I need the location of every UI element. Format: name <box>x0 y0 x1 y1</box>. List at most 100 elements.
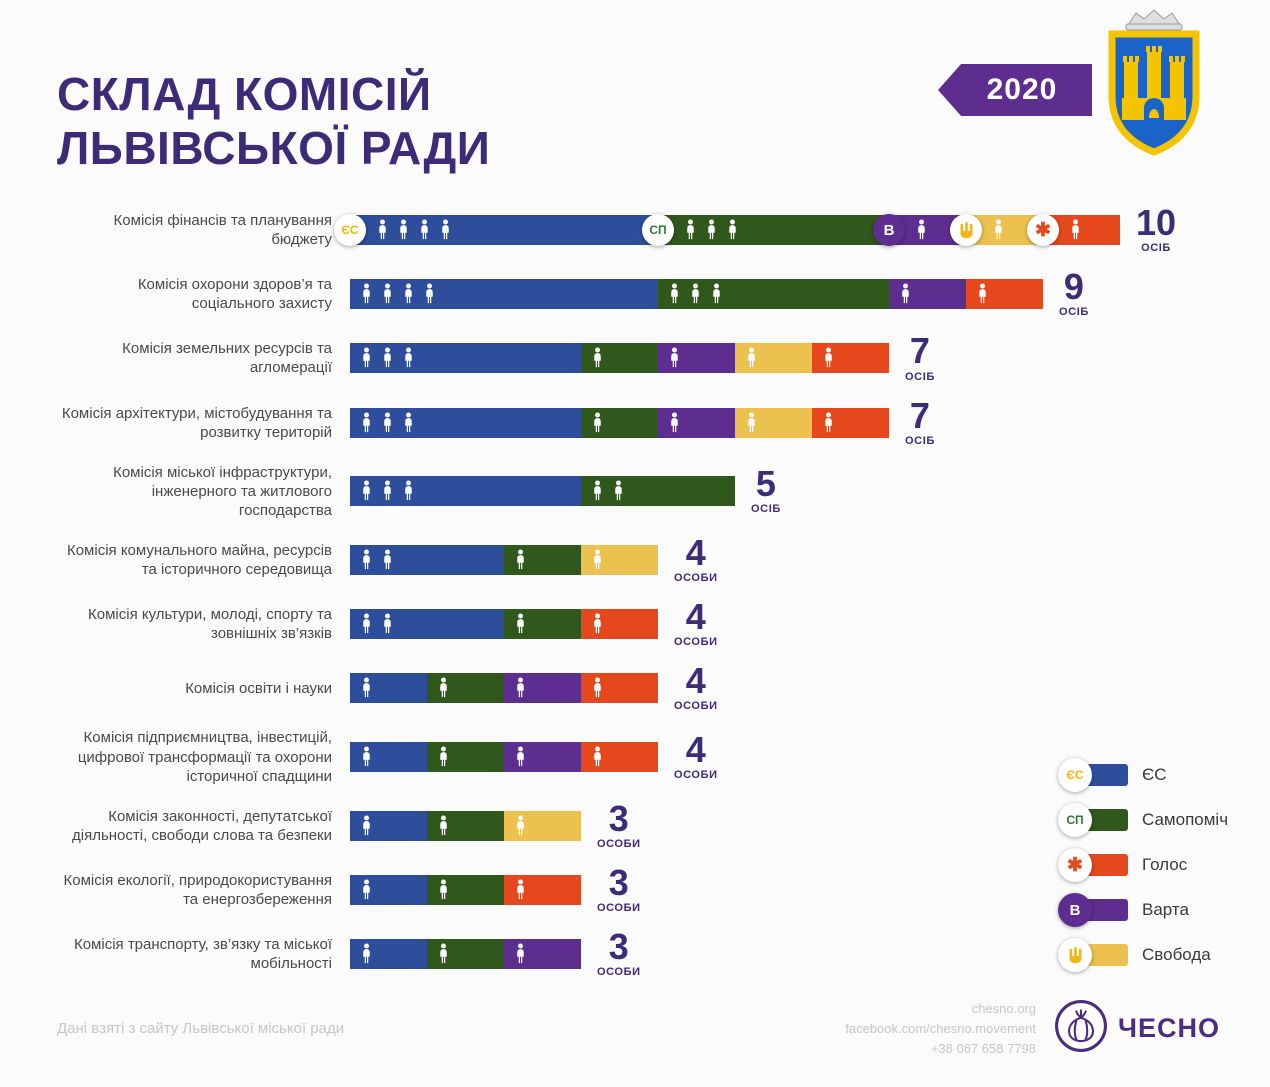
person-icon <box>517 746 524 767</box>
commission-label: Комісія екології, природокористування та… <box>63 871 332 908</box>
count-label: 9 ОСІБ <box>1059 266 1089 319</box>
samopomich-party-badge-icon: СП <box>1058 803 1092 837</box>
person-icon <box>384 347 391 368</box>
count-unit: ОСІБ <box>905 370 935 383</box>
count-number: 4 <box>685 660 706 702</box>
person-icon <box>363 412 370 432</box>
count-label: 3 ОСОБИ <box>597 861 641 914</box>
bar-segment-samopomich <box>581 476 735 507</box>
chart-row: Комісія комунального майна, ресурсів та … <box>57 534 1176 585</box>
person-icon <box>384 549 391 570</box>
person-icon <box>517 815 524 835</box>
bar-segment-samopomich <box>427 810 504 841</box>
count-unit: ОСОБИ <box>674 700 718 713</box>
count-number: 3 <box>608 925 629 967</box>
legend-party-name: Свобода <box>1142 945 1211 964</box>
commission-bar: ЄС СП В ✱ <box>334 214 1120 247</box>
commission-bar <box>350 810 581 841</box>
bar-segment-svoboda <box>735 407 812 438</box>
bar-segment-samopomich <box>504 544 581 575</box>
bar-segment-holos: ✱ <box>1027 214 1120 247</box>
legend-party-name: ЄС <box>1142 765 1167 784</box>
website-link: chesno.org <box>971 1000 1037 1016</box>
chesno-brand: ЧЕСНО <box>1054 999 1220 1058</box>
person-icon <box>363 613 370 634</box>
person-icon <box>1072 219 1079 240</box>
person-icon <box>517 549 524 570</box>
bar-segment-svoboda <box>581 544 658 575</box>
legend-item-svoboda: Свобода <box>1058 938 1228 972</box>
commission-label: Комісія законності, депутатської діяльно… <box>72 807 332 844</box>
chart-row: Комісія міської інфраструктури, інженерн… <box>57 463 1176 520</box>
commission-bar <box>350 407 889 438</box>
person-icon <box>671 412 678 432</box>
bar-segment-samopomich <box>504 609 581 640</box>
bar-segment-varta <box>658 343 735 374</box>
count-number: 9 <box>1063 266 1084 308</box>
commission-label: Комісія архітектури, містобудування та р… <box>61 404 332 441</box>
person-icon <box>384 283 391 304</box>
count-unit: ОСОБИ <box>674 572 718 585</box>
person-icon <box>440 815 447 835</box>
count-unit: ОСОБИ <box>597 966 641 979</box>
bar-segment-es <box>350 810 427 841</box>
person-icon <box>517 613 524 634</box>
person-icon <box>708 219 715 240</box>
commission-label: Комісія земельних ресурсів та агломераці… <box>122 340 332 377</box>
data-source-note: Дані взяті з сайту Львівської міської ра… <box>57 1020 345 1038</box>
commission-bar <box>350 476 735 507</box>
count-unit: ОСОБИ <box>597 837 641 850</box>
title-line-2: ЛЬВІВСЬКОЇ РАДИ <box>57 122 491 175</box>
chart-row: Комісія архітектури, містобудування та р… <box>57 397 1176 447</box>
bar-segment-es <box>350 279 658 310</box>
bar-segment-es: ЄС <box>334 214 658 247</box>
person-icon <box>440 943 447 964</box>
commission-label: Комісія міської інфраструктури, інженерн… <box>113 463 332 519</box>
legend-item-samopomich: СП Самопоміч <box>1058 803 1228 837</box>
person-icon <box>363 746 370 767</box>
person-icon <box>405 283 412 304</box>
bar-segment-holos <box>504 874 581 905</box>
person-icon <box>384 412 391 432</box>
count-unit: ОСІБ <box>905 434 935 447</box>
person-icon <box>363 549 370 570</box>
chart-row: Комісія культури, молоді, спорту та зовн… <box>57 598 1176 648</box>
page-title: СКЛАД КОМІСІЙ ЛЬВІВСЬКОЇ РАДИ <box>57 67 490 176</box>
trident-hand-icon <box>959 221 973 238</box>
person-icon <box>363 677 370 698</box>
person-icon <box>729 219 736 240</box>
bar-segment-holos <box>581 673 658 704</box>
bar-segment-es <box>350 939 427 970</box>
count-unit: ОСОБИ <box>674 769 718 782</box>
commission-bar <box>350 673 658 704</box>
person-icon <box>517 943 524 964</box>
person-icon <box>687 219 694 240</box>
person-icon <box>405 347 412 368</box>
count-number: 3 <box>608 861 629 903</box>
person-icon <box>594 746 601 767</box>
bar-segment-samopomich <box>581 407 658 438</box>
year-ribbon: 2020 <box>938 64 1092 116</box>
count-label: 5 ОСІБ <box>751 466 781 516</box>
bar-segment-varta <box>504 742 581 773</box>
bar-segment-svoboda <box>504 810 581 841</box>
bar-segment-es <box>350 609 504 640</box>
commission-bar <box>350 609 658 640</box>
count-label: 4 ОСОБИ <box>674 598 718 648</box>
commission-label: Комісія освіти і науки <box>185 679 332 697</box>
chart-row: Комісія законності, депутатської діяльно… <box>57 800 1176 850</box>
holos-party-badge-icon: ✱ <box>1027 214 1059 247</box>
holos-party-badge-icon: ✱ <box>1058 848 1092 882</box>
count-unit: ОСІБ <box>751 503 781 516</box>
bar-segment-varta <box>889 279 966 310</box>
person-icon <box>400 219 407 240</box>
bar-segment-samopomich <box>427 874 504 905</box>
count-label: 3 ОСОБИ <box>597 800 641 850</box>
chart-row: Комісія земельних ресурсів та агломераці… <box>57 333 1176 383</box>
svoboda-party-badge-icon <box>1058 938 1092 972</box>
bar-segment-holos <box>812 407 889 438</box>
es-party-badge-icon: ЄС <box>334 214 366 247</box>
count-unit: ОСОБИ <box>597 901 641 914</box>
count-label: 7 ОСІБ <box>905 333 935 383</box>
person-icon <box>363 815 370 835</box>
